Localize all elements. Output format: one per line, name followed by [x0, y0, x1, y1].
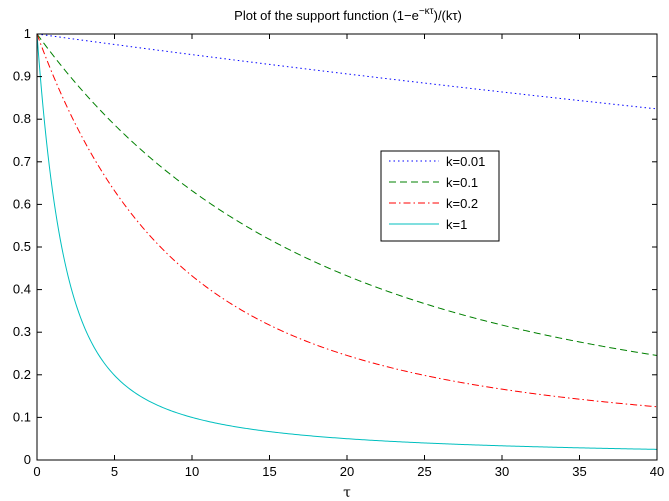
legend-box	[380, 150, 500, 242]
plot-area-frame	[36, 33, 658, 461]
y-tick-label: 0	[24, 452, 31, 467]
x-tick-label: 5	[111, 464, 118, 479]
series-line-3	[36, 33, 658, 408]
x-tick-label: 30	[495, 464, 509, 479]
x-axis-label: τ	[343, 485, 351, 501]
series-line-1	[36, 33, 658, 110]
y-tick-label: 0.3	[13, 324, 31, 339]
y-tick-label: 0.9	[13, 69, 31, 84]
chart-title-superscript: −κτ	[419, 6, 434, 17]
y-tick-label: 0.5	[13, 239, 31, 254]
chart-title: Plot of the support function (1−e−κτ)/(k…	[234, 6, 462, 23]
series-line-4	[36, 33, 658, 450]
legend-label-2: k=0.1	[446, 175, 478, 190]
chart-title-suffix: )/(kτ)	[434, 8, 462, 23]
y-tick-label: 0.1	[13, 409, 31, 424]
x-tick-label: 15	[262, 464, 276, 479]
y-tick-label: 1	[24, 26, 31, 41]
x-tick-label: 35	[572, 464, 586, 479]
y-tick-label: 0.4	[13, 282, 31, 297]
legend-label-1: k=0.01	[446, 154, 485, 169]
x-tick-label: 0	[33, 464, 40, 479]
y-tick-label: 0.2	[13, 367, 31, 382]
y-tick-label: 0.8	[13, 111, 31, 126]
y-tick-label: 0.7	[13, 154, 31, 169]
legend-label-3: k=0.2	[446, 196, 478, 211]
x-tick-label: 20	[340, 464, 354, 479]
ticks-layer: 0 5 10 15 20 25 30 35 40 0 0.1 0.2 0.3 0.4 0.5 0.6 0.7 0.…	[13, 26, 664, 479]
legend: k=0.01 k=0.1 k=0.2 k=1	[380, 150, 500, 242]
x-tick-label: 25	[417, 464, 431, 479]
legend-label-4: k=1	[446, 217, 467, 232]
y-tick-label: 0.6	[13, 196, 31, 211]
x-tick-label: 40	[650, 464, 664, 479]
series-line-2	[36, 33, 658, 356]
series-layer	[36, 33, 658, 450]
chart-title-prefix: Plot of the support function (1−e	[234, 8, 419, 23]
x-tick-label: 10	[185, 464, 199, 479]
